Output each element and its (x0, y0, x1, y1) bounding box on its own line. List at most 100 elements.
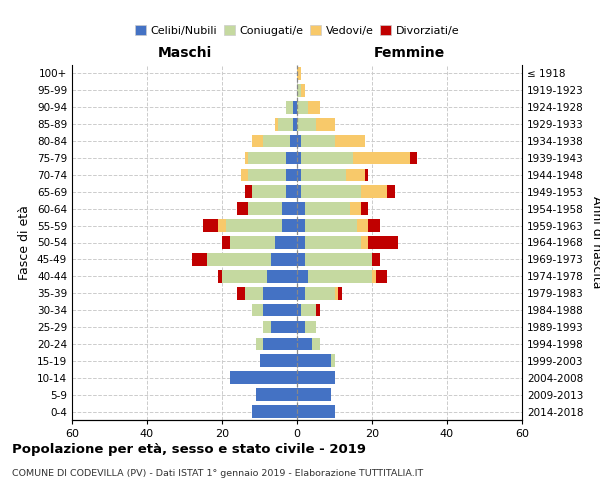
Bar (252, 405, 297, 418)
Bar (297, 320, 305, 334)
Bar (349, 202, 361, 215)
Bar (316, 118, 335, 130)
Text: Femmine: Femmine (374, 46, 445, 60)
Bar (222, 236, 229, 249)
Bar (301, 304, 316, 316)
Bar (301, 186, 361, 198)
Bar (301, 134, 335, 147)
Bar (368, 220, 380, 232)
Bar (229, 372, 297, 384)
Text: Maschi: Maschi (157, 46, 212, 60)
Text: Popolazione per età, sesso e stato civile - 2019: Popolazione per età, sesso e stato civil… (12, 442, 366, 456)
Bar (263, 287, 297, 300)
Bar (222, 270, 267, 282)
Bar (372, 253, 380, 266)
Bar (252, 186, 286, 198)
Bar (305, 236, 361, 249)
Bar (286, 152, 297, 164)
Bar (335, 134, 365, 147)
Bar (263, 134, 290, 147)
Bar (263, 338, 297, 350)
Bar (286, 186, 297, 198)
Bar (305, 220, 357, 232)
Bar (260, 354, 297, 367)
Bar (297, 168, 301, 181)
Bar (353, 152, 409, 164)
Bar (297, 388, 331, 401)
Bar (282, 202, 297, 215)
Bar (308, 101, 320, 114)
Bar (297, 134, 301, 147)
Bar (297, 405, 335, 418)
Bar (305, 320, 316, 334)
Bar (241, 168, 248, 181)
Bar (357, 220, 368, 232)
Bar (275, 236, 297, 249)
Bar (263, 304, 297, 316)
Bar (218, 270, 222, 282)
Bar (297, 118, 316, 130)
Bar (297, 372, 335, 384)
Bar (297, 253, 305, 266)
Bar (256, 388, 297, 401)
Bar (248, 202, 282, 215)
Bar (361, 202, 368, 215)
Bar (305, 253, 372, 266)
Bar (297, 338, 312, 350)
Bar (286, 168, 297, 181)
Bar (263, 320, 271, 334)
Bar (290, 134, 297, 147)
Bar (248, 168, 286, 181)
Bar (293, 118, 297, 130)
Bar (293, 101, 297, 114)
Bar (248, 152, 286, 164)
Bar (305, 287, 335, 300)
Bar (301, 152, 353, 164)
Bar (297, 84, 301, 96)
Bar (237, 287, 245, 300)
Bar (297, 354, 331, 367)
Bar (282, 220, 297, 232)
Bar (192, 253, 207, 266)
Bar (305, 202, 349, 215)
Bar (297, 287, 305, 300)
Y-axis label: Anni di nascita: Anni di nascita (590, 196, 600, 289)
Bar (271, 253, 297, 266)
Bar (368, 236, 398, 249)
Bar (252, 304, 263, 316)
Bar (365, 168, 368, 181)
Bar (346, 168, 365, 181)
Bar (301, 168, 346, 181)
Bar (252, 134, 263, 147)
Bar (331, 354, 335, 367)
Bar (376, 270, 387, 282)
Bar (297, 152, 301, 164)
Bar (245, 287, 263, 300)
Bar (297, 67, 301, 80)
Bar (297, 236, 305, 249)
Bar (301, 84, 305, 96)
Bar (338, 287, 342, 300)
Bar (297, 202, 305, 215)
Bar (271, 320, 297, 334)
Bar (203, 220, 218, 232)
Bar (297, 270, 308, 282)
Bar (218, 220, 226, 232)
Bar (275, 118, 278, 130)
Text: COMUNE DI CODEVILLA (PV) - Dati ISTAT 1° gennaio 2019 - Elaborazione TUTTITALIA.: COMUNE DI CODEVILLA (PV) - Dati ISTAT 1°… (12, 469, 423, 478)
Bar (308, 270, 372, 282)
Bar (245, 186, 252, 198)
Bar (316, 304, 320, 316)
Bar (245, 152, 248, 164)
Bar (372, 270, 376, 282)
Bar (297, 304, 301, 316)
Bar (286, 101, 293, 114)
Bar (361, 236, 368, 249)
Bar (256, 338, 263, 350)
Bar (229, 236, 275, 249)
Bar (409, 152, 417, 164)
Y-axis label: Fasce di età: Fasce di età (19, 205, 31, 280)
Legend: Celibi/Nubili, Coniugati/e, Vedovi/e, Divorziati/e: Celibi/Nubili, Coniugati/e, Vedovi/e, Di… (130, 21, 464, 40)
Bar (267, 270, 297, 282)
Bar (297, 186, 301, 198)
